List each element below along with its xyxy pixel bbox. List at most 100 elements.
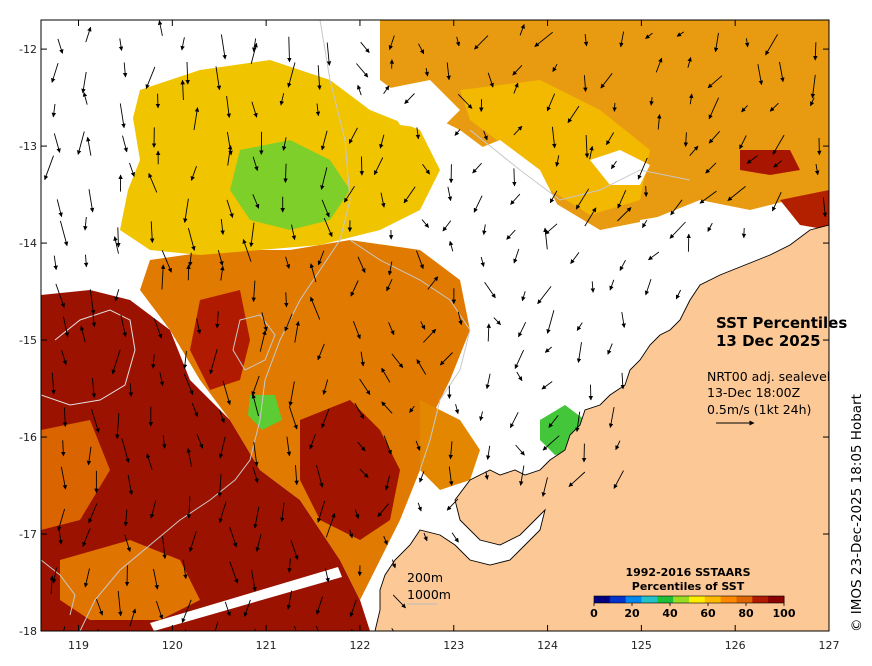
current-vector [474, 35, 489, 50]
current-vector [457, 93, 473, 109]
cloud-gap-northwest [41, 20, 160, 275]
lat-tick-label: -16 [19, 431, 37, 444]
current-vector [521, 291, 526, 302]
current-vector [356, 63, 369, 78]
current-vector [608, 407, 615, 429]
current-vector [727, 186, 746, 201]
current-vector [326, 42, 332, 66]
current-vector [708, 131, 721, 144]
current-vector [442, 220, 452, 232]
current-vector [447, 186, 453, 202]
current-vector [287, 36, 292, 63]
current-vector [317, 343, 325, 361]
current-vector [515, 444, 525, 456]
current-vector [546, 310, 555, 334]
current-vector [541, 477, 548, 497]
current-vector [621, 312, 626, 328]
current-vector [321, 408, 330, 429]
current-vector [509, 412, 519, 429]
current-vector [542, 435, 560, 451]
current-vector [121, 438, 130, 463]
current-vector [118, 38, 124, 52]
current-vector [61, 440, 66, 457]
current-vector [506, 229, 516, 240]
current-vector [606, 132, 615, 146]
current-vector [424, 68, 430, 77]
bathymetry-contours [41, 20, 691, 631]
current-vector [415, 440, 421, 451]
current-product-label: NRT00 adj. sealevel [707, 369, 830, 384]
current-vector [187, 227, 196, 251]
coastline [374, 224, 829, 631]
current-vector [493, 317, 501, 326]
current-vector [772, 134, 785, 155]
current-vector [473, 195, 483, 213]
contour-shelf-north [469, 129, 691, 201]
current-vector [607, 343, 613, 355]
current-vector [373, 157, 384, 176]
current-vector [227, 144, 233, 166]
current-vector [446, 498, 459, 511]
current-vector [343, 186, 355, 203]
cloud-gap-mid [590, 150, 650, 185]
current-vector [294, 465, 299, 486]
current-vector [354, 509, 360, 519]
current-vector [53, 255, 58, 271]
current-vector [76, 131, 85, 155]
current-vector [822, 197, 828, 218]
lon-tick-label: 120 [162, 639, 183, 652]
current-vector [513, 125, 523, 136]
current-vector [422, 163, 430, 175]
current-vector [253, 442, 259, 467]
current-vector [423, 532, 428, 542]
current-vector [249, 222, 255, 248]
current-vector [448, 240, 454, 252]
colorbar-segment [609, 596, 627, 603]
current-vector [383, 535, 388, 546]
current-vector [243, 599, 251, 617]
current-vector [97, 629, 99, 631]
current-vector [226, 131, 233, 156]
land-mass-kimberley [375, 225, 829, 631]
current-vector [813, 42, 818, 61]
current-vector [82, 92, 88, 105]
longitude-axis: 119 120 121 122 123 124 125 126 127 [68, 20, 840, 652]
current-vector [418, 43, 425, 55]
current-vector [309, 434, 316, 450]
current-vector [286, 436, 292, 457]
lon-tick-label: 121 [256, 639, 277, 652]
current-vector [656, 113, 662, 130]
current-vector [127, 474, 134, 496]
sst-zone-orange-gulf [420, 400, 480, 490]
current-vector [284, 313, 293, 332]
current-vector [810, 97, 815, 107]
current-vector [689, 145, 699, 156]
current-vector [454, 129, 461, 136]
current-vector [417, 502, 422, 512]
current-vector [279, 502, 285, 523]
sst-zone-green-north [230, 140, 350, 230]
current-vector [285, 256, 291, 269]
current-vector [392, 594, 406, 609]
current-vector [486, 323, 491, 342]
current-vector [404, 93, 415, 105]
current-vector [480, 256, 485, 268]
current-vector [286, 590, 293, 610]
current-vector [293, 625, 297, 631]
current-vector [771, 192, 782, 212]
current-vector [683, 132, 689, 147]
current-vector [226, 95, 232, 119]
current-vector [356, 84, 362, 96]
current-vector [570, 252, 580, 264]
current-vectors [43, 20, 828, 631]
colorbar-segment [641, 596, 658, 603]
legend-ticks: 0 20 40 60 80 100 [590, 603, 796, 620]
current-vector [388, 322, 395, 336]
current-vector [52, 567, 57, 584]
sst-zone-high-central [190, 290, 250, 390]
current-vector [352, 320, 361, 340]
current-vector [765, 34, 778, 56]
current-vector [55, 283, 65, 308]
credit-text: © IMOS 23-Dec-2025 18:05 Hobart [849, 394, 865, 632]
lon-tick-label: 124 [537, 639, 558, 652]
